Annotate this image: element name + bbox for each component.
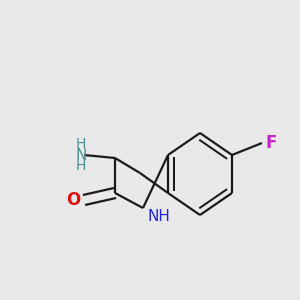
Text: H: H	[76, 159, 86, 173]
Text: N: N	[75, 148, 87, 163]
Text: O: O	[66, 191, 80, 209]
Text: NH: NH	[148, 209, 170, 224]
Text: F: F	[266, 134, 277, 152]
Text: H: H	[76, 136, 86, 151]
